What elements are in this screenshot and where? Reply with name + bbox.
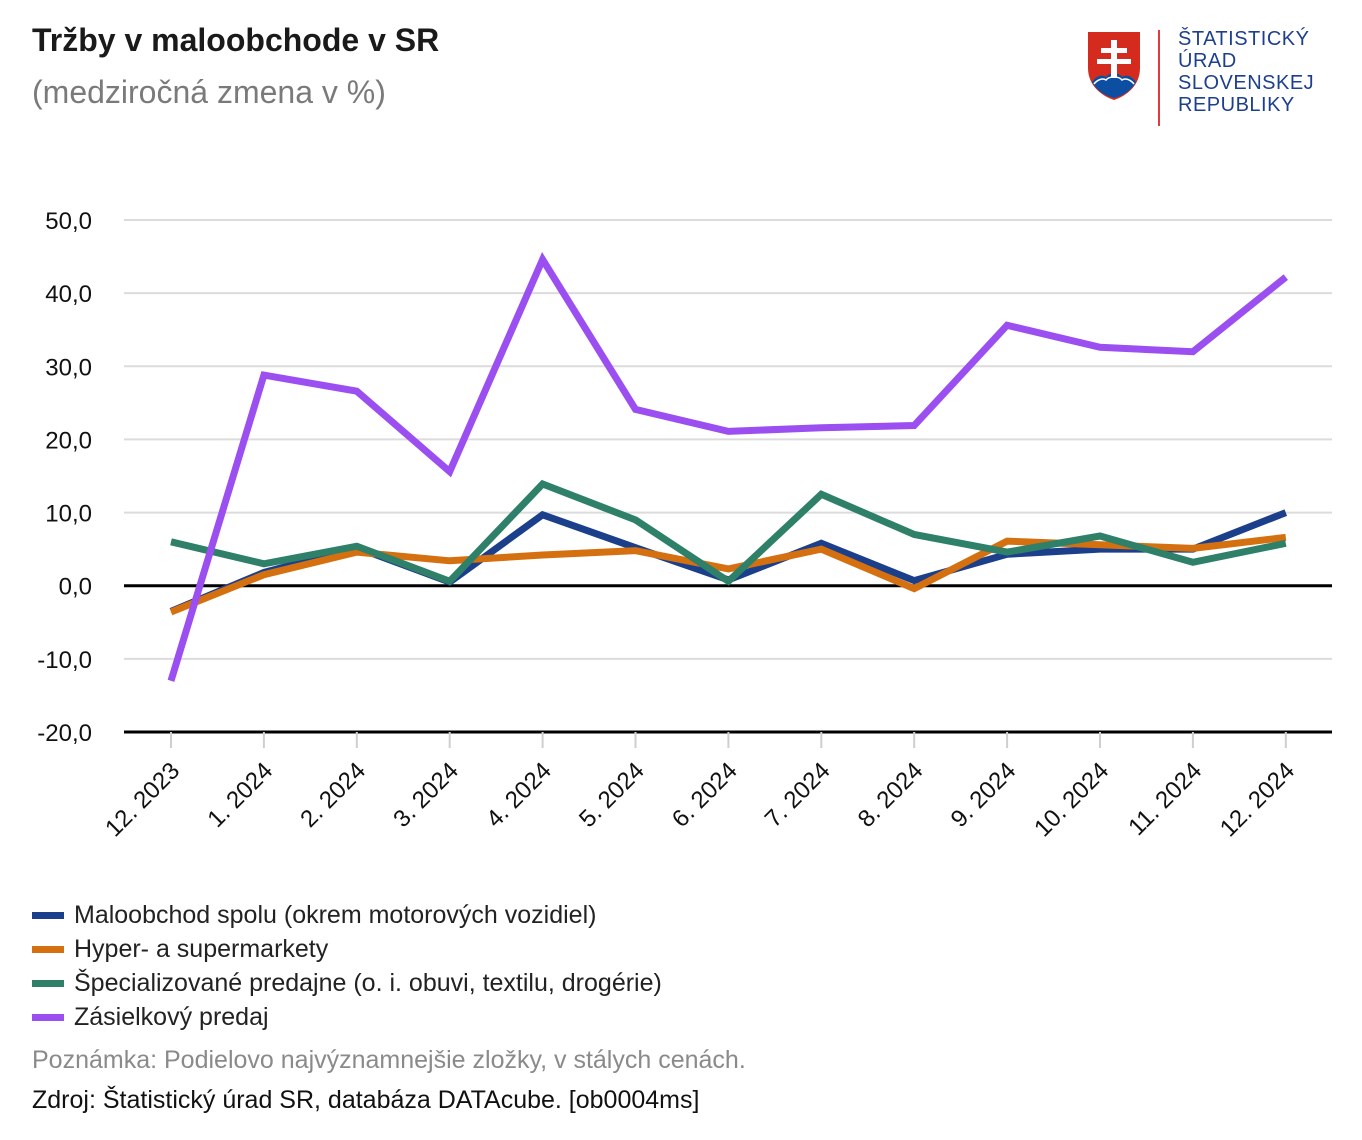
logo-line-4: REPUBLIKY xyxy=(1178,94,1295,116)
chart-title: Tržby v maloobchode v SR xyxy=(32,22,440,58)
y-tick-label: 50,0 xyxy=(45,208,92,235)
x-tick-label: 10. 2024 xyxy=(1029,757,1114,842)
y-tick-label: 40,0 xyxy=(45,281,92,308)
x-tick-label: 11. 2024 xyxy=(1123,757,1207,841)
x-tick-label: 12. 2024 xyxy=(1215,757,1300,842)
x-tick-label: 6. 2024 xyxy=(667,757,743,833)
y-tick-label: 20,0 xyxy=(45,427,92,454)
x-tick-label: 2. 2024 xyxy=(295,757,371,833)
su-sr-logo: ŠTATISTICKÝ ÚRAD SLOVENSKEJ REPUBLIKY xyxy=(1086,28,1336,128)
logo-wordmark: ŠTATISTICKÝ ÚRAD SLOVENSKEJ REPUBLIKY xyxy=(1178,28,1314,116)
gridlines xyxy=(124,219,1332,734)
legend-item: Špecializované predajne (o. i. obuvi, te… xyxy=(32,966,662,1000)
legend-label: Maloobchod spolu (okrem motorových vozid… xyxy=(74,900,597,929)
x-tick-label: 3. 2024 xyxy=(388,757,464,833)
source-note: Zdroj: Štatistický úrad SR, databáza DAT… xyxy=(32,1086,700,1114)
x-tick-label: 5. 2024 xyxy=(574,757,650,833)
legend-label: Zásielkový predaj xyxy=(74,1002,269,1031)
y-axis-ticks: -20,0 -10,0 0,0 10,0 20,0 30,0 40,0 50,0 xyxy=(37,208,92,747)
legend-label: Hyper- a supermarkety xyxy=(74,934,329,963)
legend-item: Maloobchod spolu (okrem motorových vozid… xyxy=(32,898,662,932)
logo-line-1: ŠTATISTICKÝ xyxy=(1178,28,1310,50)
y-tick-label: 30,0 xyxy=(45,354,92,381)
x-tick-label: 7. 2024 xyxy=(760,757,836,833)
line-chart: -20,0 -10,0 0,0 10,0 20,0 30,0 40,0 50,0 12. 20… xyxy=(37,208,1332,842)
series-line-2 xyxy=(169,533,1287,616)
x-tick-label: 4. 2024 xyxy=(481,757,557,833)
x-tick-label: 1. 2024 xyxy=(202,757,278,833)
legend-swatch xyxy=(32,945,64,953)
legend-label: Špecializované predajne (o. i. obuvi, te… xyxy=(74,968,662,997)
legend-swatch xyxy=(32,911,64,919)
chart-subtitle: (medziročná zmena v %) xyxy=(32,74,386,110)
series-lines xyxy=(167,251,1288,682)
series-line-4 xyxy=(167,251,1288,682)
series-line-3 xyxy=(170,479,1287,586)
legend-swatch xyxy=(32,1013,64,1021)
x-tick-label: 12. 2023 xyxy=(100,757,185,842)
logo-divider xyxy=(1158,30,1160,126)
logo-line-2: ÚRAD xyxy=(1178,50,1237,72)
y-tick-label: -20,0 xyxy=(37,720,92,747)
legend-item: Zásielkový predaj xyxy=(32,1000,662,1034)
y-tick-label: 0,0 xyxy=(59,574,92,601)
x-tick-label: 9. 2024 xyxy=(946,757,1022,833)
x-tick-label: 8. 2024 xyxy=(853,757,929,833)
y-tick-label: 10,0 xyxy=(45,501,92,528)
logo-line-3: SLOVENSKEJ xyxy=(1178,72,1315,94)
slovak-coat-of-arms-icon xyxy=(1088,32,1140,100)
legend-item: Hyper- a supermarkety xyxy=(32,932,662,966)
y-tick-label: -10,0 xyxy=(37,647,92,674)
x-axis-ticks: 12. 2023 1. 2024 2. 2024 3. 2024 4. 2024 5. 2… xyxy=(100,732,1300,842)
footnote: Poznámka: Podielovo najvýznamnejšie zlož… xyxy=(32,1046,746,1074)
legend-swatch xyxy=(32,979,64,987)
legend: Maloobchod spolu (okrem motorových vozid… xyxy=(32,898,662,1034)
series-line-1 xyxy=(169,509,1288,615)
